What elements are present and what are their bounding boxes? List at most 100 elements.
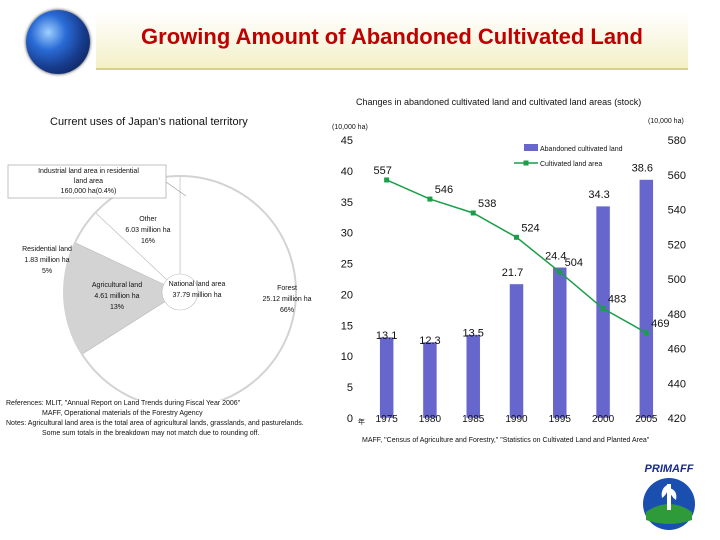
other-label: Other 6.03 million ha 16% (108, 214, 188, 247)
bar-series (379, 179, 654, 419)
other-name: Other (139, 216, 157, 223)
line-value-label: 546 (435, 184, 453, 196)
left-tick-label: 20 (341, 289, 353, 301)
bar-value-label: 12.3 (419, 335, 440, 347)
forest-value: 25.12 million ha (262, 296, 312, 303)
line-value-labels: 557 546 538 524 504 483 469 (373, 165, 669, 330)
left-tick-label: 40 (341, 166, 353, 178)
industrial-callout: Industrial land area in residential land… (16, 167, 161, 197)
x-tick-label: 2000 (592, 414, 615, 425)
national-name: National land area (168, 281, 226, 288)
bar-1975 (379, 336, 394, 419)
line-point-1995 (557, 269, 563, 275)
right-tick-label: 500 (668, 274, 686, 286)
svg-text:PRIMAFF: PRIMAFF (645, 463, 694, 475)
x-tick-label: 1980 (419, 414, 442, 425)
ref-line-2: MAFF, Operational materials of the Fores… (42, 410, 203, 417)
industrial-line-2: land area (73, 178, 104, 185)
right-tick-label: 580 (668, 135, 686, 147)
national-value: 37.79 million ha (172, 292, 222, 299)
bar-2005 (639, 179, 654, 419)
x-tick-label: 1985 (462, 414, 485, 425)
residential-value: 1.83 million ha (24, 257, 70, 264)
right-axis-unit: (10,000 ha) (648, 118, 684, 125)
right-tick-label: 480 (668, 309, 686, 321)
pie-heading: Current uses of Japan's national territo… (50, 116, 248, 128)
x-tick-label: 1990 (505, 414, 528, 425)
pie-outline (63, 175, 297, 400)
bar-value-labels: 13.1 12.3 13.5 21.7 24.4 34.3 38.6 (376, 163, 653, 347)
left-tick-label: 35 (341, 197, 353, 209)
agricultural-name: Agricultural land (91, 282, 143, 289)
right-tick-label: 540 (668, 205, 686, 217)
line-value-label: 524 (521, 222, 539, 234)
legend-marker-line (523, 160, 529, 166)
industrial-callout-box (7, 164, 167, 199)
right-tick-label: 520 (668, 239, 686, 251)
forest-name: Forest (277, 285, 297, 292)
bar-value-label: 13.1 (376, 330, 397, 342)
other-percent: 16% (140, 238, 155, 245)
bar-1985 (465, 334, 481, 419)
x-tick-label: 1975 (376, 414, 399, 425)
bar-1980 (422, 341, 438, 419)
ref-line-3: Notes: Agricultural land area is the tot… (6, 420, 304, 427)
source-note: MAFF, "Census of Agriculture and Forestr… (362, 437, 650, 444)
x-axis-labels: 1975 1980 1985 1990 1995 2000 2005 (376, 414, 658, 425)
line-value-label: 557 (373, 165, 391, 177)
left-tick-label: 5 (347, 382, 353, 394)
globe-icon (26, 10, 90, 74)
x-tick-label: 1995 (549, 414, 572, 425)
industrial-callout-line (165, 181, 187, 197)
line-value-label: 538 (478, 198, 496, 210)
forest-label: Forest 25.12 million ha 66% (252, 283, 322, 316)
ref-line-4: Some sum totals in the breakdown may not… (42, 430, 260, 437)
legend-label-line: Cultivated land area (540, 161, 602, 168)
legend-swatch-bar (524, 144, 538, 151)
legend: Abandoned cultivated land Cultivated land… (514, 144, 623, 168)
left-tick-label: 30 (341, 228, 353, 240)
right-axis-ticks: 420 440 460 480 500 520 540 560 580 (668, 135, 686, 425)
line-point-1975 (384, 177, 390, 183)
industrial-line-1: Industrial land area in residential (38, 168, 139, 175)
bar-chart-title: Changes in abandoned cultivated land and… (356, 97, 642, 107)
left-tick-label: 10 (341, 351, 353, 363)
line-point-2005 (643, 330, 649, 336)
industrial-line-3: 160,000 ha(0.4%) (60, 188, 117, 195)
references: References: MLIT, "Annual Report on Land… (6, 399, 358, 439)
left-tick-label: 15 (341, 320, 353, 332)
line-value-label: 469 (651, 318, 669, 330)
residential-name: Residential land (22, 246, 72, 253)
right-tick-label: 420 (668, 413, 686, 425)
primaff-logo-icon: PRIMAFF (624, 458, 714, 536)
agricultural-value: 4.61 million ha (94, 293, 140, 300)
agricultural-label: Agricultural land 4.61 million ha 13% (80, 280, 154, 313)
line-point-1985 (470, 210, 476, 216)
agricultural-percent: 13% (109, 304, 124, 311)
left-axis-unit: (10,000 ha) (332, 124, 368, 131)
residential-label: Residential land 1.83 million ha 5% (14, 244, 80, 277)
residential-percent: 5% (41, 268, 53, 275)
bar-value-label: 24.4 (545, 250, 566, 262)
legend-label-bar: Abandoned cultivated land (540, 146, 623, 153)
line-value-label: 483 (608, 294, 626, 306)
left-tick-label: 45 (341, 135, 353, 147)
bar-1995 (552, 267, 568, 419)
pie-chart (7, 164, 297, 400)
bar-value-label: 38.6 (632, 163, 653, 175)
ref-line-1: References: MLIT, "Annual Report on Land… (6, 400, 241, 407)
bar-1990 (509, 283, 524, 419)
title-banner: Growing Amount of Abandoned Cultivated L… (0, 0, 720, 80)
left-axis-ticks: 0 5 10 15 20 25 30 35 40 45 (341, 135, 353, 425)
page-title: Growing Amount of Abandoned Cultivated L… (141, 24, 643, 49)
line-points (384, 177, 649, 336)
line-point-2000 (600, 306, 606, 312)
x-tick-label: 2005 (635, 414, 658, 425)
bar-value-label: 13.5 (463, 328, 484, 340)
forest-percent: 66% (279, 307, 294, 314)
year-suffix: 年 (358, 419, 365, 426)
right-tick-label: 440 (668, 378, 686, 390)
line-point-1990 (514, 234, 519, 240)
bar-value-label: 21.7 (502, 267, 523, 279)
left-tick-label: 25 (341, 259, 353, 271)
